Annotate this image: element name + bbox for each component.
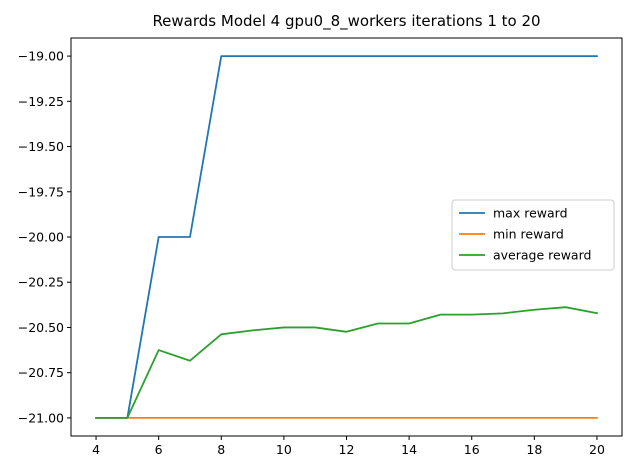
legend: max reward min reward average reward [451,199,615,271]
y-tick-label: −19.00 [18,49,64,64]
y-tick-label: −19.25 [18,94,64,109]
y-tick-label: −20.50 [18,320,64,335]
x-tick-label: 16 [464,442,480,457]
x-tick-label: 20 [589,442,605,457]
series-line-1 [95,55,598,419]
chart-title: Rewards Model 4 gpu0_8_workers iteration… [152,12,540,31]
series-layer [95,55,599,419]
y-tick-label: −19.50 [18,139,64,154]
x-tick-label: 14 [401,442,417,457]
y-tick-label: −20.00 [18,230,64,245]
x-tick-label: 18 [526,442,542,457]
legend-label-1: max reward [493,206,568,221]
legend-label-2: min reward [493,227,564,242]
x-tick-label: 4 [92,442,100,457]
legend-box [451,199,615,271]
y-tick-label: −21.00 [18,410,64,425]
legend-label-3: average reward [493,248,591,263]
x-tick-label: 6 [155,442,163,457]
axes-layer: 4 6 8 10 12 14 16 18 20 −21.00 −20.75 −20.50 −20.25 −… [18,37,623,457]
y-tick-label: −20.75 [18,365,64,380]
x-tick-label: 10 [276,442,292,457]
x-tick-label: 8 [217,442,225,457]
series-line-3 [95,306,599,419]
y-tick-label: −19.75 [18,184,64,199]
x-tick-label: 12 [339,442,355,457]
y-tick-label: −20.25 [18,275,64,290]
